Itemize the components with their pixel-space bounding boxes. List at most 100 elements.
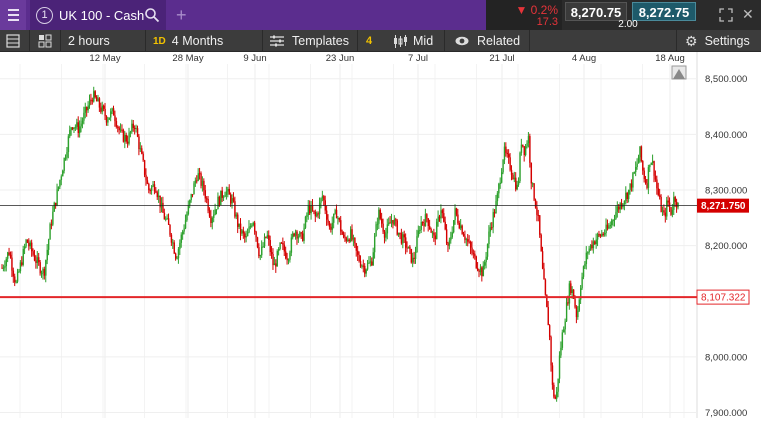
price-chart[interactable]: 12 May 28 May 9 Jun 23 Jun 7 Jul 21 Jul 4 Aug 1… [0,52,761,419]
candle-body [649,164,651,168]
candle-body [15,281,17,283]
candle-body [400,233,403,244]
candle-body [193,183,195,195]
candle-body [474,253,476,257]
indicator-count-button[interactable]: 4 [366,30,372,52]
templates-button[interactable]: Templates [270,30,349,52]
plus-icon[interactable]: + [176,5,187,25]
candle-body [304,216,307,228]
related-button[interactable]: Related [455,30,520,52]
candle-body [352,237,355,240]
interval-selector[interactable]: 2 hours [68,34,110,48]
candle-body [94,91,96,98]
candle-body [667,200,669,203]
search-icon[interactable] [144,7,160,23]
candle-body [14,276,16,283]
candle-body [385,233,387,238]
candle-body [251,225,253,227]
price-type-selector[interactable]: Mid [393,30,433,52]
candle-body [124,135,126,142]
close-icon[interactable]: ✕ [742,6,754,22]
toolbar-divider [60,30,61,52]
candle-body [498,183,500,194]
candle-body [239,223,242,234]
candle-body [547,307,549,326]
candle-body [628,189,630,199]
x-tick-label: 21 Jul [489,53,514,64]
candle-body [4,266,6,268]
candle-body [429,226,431,229]
candle-body [138,136,140,150]
candle-body [316,213,318,217]
y-tick-label: 7,900.000 [705,408,747,418]
panel-icon[interactable] [6,34,20,48]
candle-body [18,271,20,273]
candle-body [328,222,331,227]
candle-body [632,173,634,188]
candle-body [375,224,377,237]
candle-body [278,248,280,252]
candle-body [105,116,108,123]
spread-value: 2.00 [618,19,638,30]
candle-body [115,121,118,127]
candle-body [103,105,105,109]
candle-body [88,99,91,106]
candle-body [611,220,613,225]
candle-body [554,396,557,399]
related-label: Related [477,34,521,48]
candle-body [198,173,201,175]
candle-body [630,183,633,188]
candle-body [60,176,63,180]
scroll-end-marker[interactable] [671,65,687,80]
candle-body [458,222,461,229]
current-price-label: 8,271.750 [701,201,746,212]
candle-body [11,257,13,271]
candle-body [249,226,252,228]
candle-body [448,240,451,246]
candle-body [91,100,94,102]
period-selector[interactable]: 1D 4 Months [153,30,223,52]
candle-body [268,235,270,241]
candle-body [392,220,394,225]
candle-body [505,146,507,153]
candle-body [55,202,57,206]
candle-body [517,181,520,185]
y-tick-label: 8,000.000 [705,352,747,363]
candle-body [440,210,442,219]
indicator-count: 4 [366,35,373,47]
expand-icon[interactable] [719,8,733,22]
candle-body [491,227,493,229]
candle-body [217,196,219,210]
candle-body [28,242,30,247]
candle-body [468,241,470,243]
candle-body [294,231,297,236]
candle-body [454,208,456,221]
candle-body [128,132,130,144]
candle-body [145,174,147,181]
candle-body [604,233,606,235]
candle-body [121,129,123,131]
candle-body [444,221,446,230]
buy-price-button[interactable]: 8,272.75 [632,2,696,21]
candle-body [451,232,453,238]
candle-body [677,202,679,208]
candle-body [331,222,334,230]
candle-body [273,263,276,266]
candle-body [355,243,358,251]
instrument-tab[interactable]: 1 UK 100 - Cash [30,0,166,30]
candle-body [345,238,348,241]
candle-body [222,196,225,198]
candle-body [269,240,271,253]
candle-body [98,98,101,108]
sell-price-button[interactable]: 8,270.75 [565,2,627,21]
candle-body [599,234,602,237]
candle-body [420,221,422,230]
candle-body [52,211,54,225]
settings-button[interactable]: ⚙ Settings [685,30,750,52]
candle-body [674,197,676,202]
top-bar: 1 UK 100 - Cash + ▼ 0.2% 17.3 8,270.75 8… [0,0,761,30]
candle-body [508,154,510,158]
grid-icon[interactable] [38,34,52,48]
hamburger-icon[interactable] [0,0,26,30]
chart-svg[interactable]: 12 May 28 May 9 Jun 23 Jun 7 Jul 21 Jul 4 Aug 1… [0,52,761,419]
